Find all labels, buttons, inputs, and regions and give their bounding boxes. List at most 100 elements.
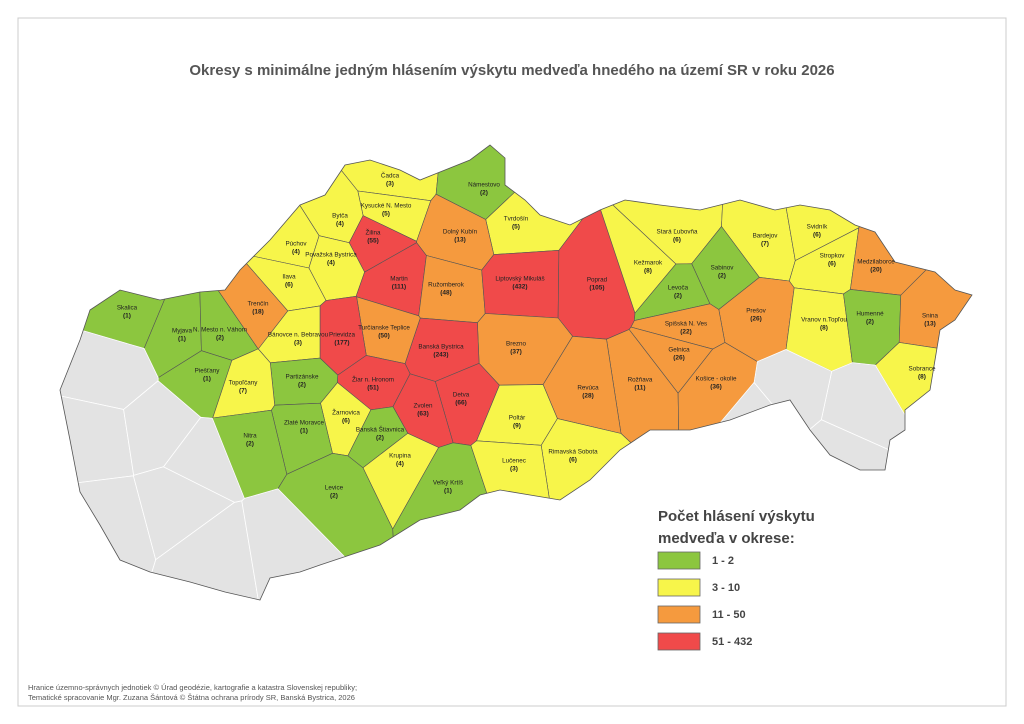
district-count: (36) bbox=[710, 384, 722, 391]
legend-label: 3 - 10 bbox=[712, 582, 740, 594]
district-count: (51) bbox=[367, 385, 379, 392]
district-count: (2) bbox=[866, 319, 874, 326]
district-name: Detva bbox=[453, 392, 470, 399]
district-name: Veľký Krtíš bbox=[433, 480, 463, 487]
district-name: Myjava bbox=[172, 328, 192, 335]
district-name: Rožňava bbox=[628, 377, 653, 384]
district-count: (1) bbox=[300, 428, 308, 435]
district-count: (6) bbox=[828, 261, 836, 268]
district-count: (2) bbox=[216, 335, 224, 342]
map-title: Okresy s minimálne jedným hlásením výsky… bbox=[189, 62, 834, 79]
district-count: (4) bbox=[336, 221, 344, 228]
district-count: (48) bbox=[440, 290, 452, 297]
district-name: Bardejov bbox=[753, 233, 779, 240]
district-count: (105) bbox=[589, 285, 604, 292]
district-count: (7) bbox=[239, 388, 247, 395]
district-count: (20) bbox=[870, 267, 882, 274]
district-name: Dolný Kubín bbox=[443, 229, 478, 236]
district-name: Žilina bbox=[365, 228, 381, 237]
district-count: (11) bbox=[634, 385, 645, 392]
district-name: Krupina bbox=[389, 453, 411, 460]
legend-label: 11 - 50 bbox=[712, 609, 746, 621]
district-name: Považská Bystrica bbox=[305, 252, 357, 259]
district-count: (1) bbox=[178, 336, 186, 343]
district-count: (28) bbox=[582, 393, 594, 400]
district-count: (18) bbox=[252, 309, 264, 316]
district-name: Revúca bbox=[577, 385, 599, 392]
district-name: Piešťany bbox=[195, 368, 221, 375]
district-count: (26) bbox=[673, 355, 685, 362]
district-name: Lučenec bbox=[502, 458, 526, 465]
district-count: (37) bbox=[510, 349, 522, 356]
district-count: (2) bbox=[718, 273, 726, 280]
district-count: (4) bbox=[292, 249, 300, 256]
legend-swatch bbox=[657, 605, 701, 624]
district-count: (2) bbox=[480, 190, 488, 197]
district-name: Kysucké N. Mesto bbox=[361, 203, 412, 210]
district-name: Sobrance bbox=[909, 366, 936, 373]
district-name: Levoča bbox=[668, 285, 689, 292]
district-name: Gelnica bbox=[668, 347, 690, 354]
district-name: Topoľčany bbox=[229, 380, 259, 387]
district-name: Humenné bbox=[856, 311, 884, 318]
district-count: (1) bbox=[203, 376, 211, 383]
district-name: Prešov bbox=[746, 308, 766, 315]
district-name: Levice bbox=[325, 485, 344, 492]
district-count: (8) bbox=[820, 325, 828, 332]
legend-title: medveďa v okrese: bbox=[658, 530, 795, 547]
district-count: (66) bbox=[455, 400, 467, 407]
district-count: (1) bbox=[123, 313, 131, 320]
district-count: (50) bbox=[378, 333, 390, 340]
district-count: (432) bbox=[512, 284, 527, 291]
district-name: Spišská N. Ves bbox=[665, 321, 707, 328]
district-count: (22) bbox=[680, 329, 692, 336]
district-count: (8) bbox=[644, 268, 652, 275]
district-name: Banská Bystrica bbox=[418, 344, 464, 351]
district-name: Ružomberok bbox=[428, 282, 465, 289]
district-labels: Čadca(3) Námestovo(2)Kysucké N. Mesto(5)B… bbox=[117, 171, 939, 500]
district-count: (3) bbox=[386, 181, 394, 188]
district-count: (9) bbox=[513, 423, 521, 430]
district-count: (26) bbox=[750, 316, 762, 323]
district-count: (7) bbox=[761, 241, 769, 248]
district-count: (6) bbox=[813, 232, 821, 239]
district-name: Kežmarok bbox=[634, 260, 663, 267]
district-count: (8) bbox=[918, 374, 926, 381]
district-count: (243) bbox=[433, 352, 448, 359]
district-count: (6) bbox=[285, 282, 293, 289]
district-name: Medzilaborce bbox=[857, 259, 895, 266]
legend-swatch bbox=[657, 578, 701, 597]
district-count: (2) bbox=[376, 435, 384, 442]
district-count: (4) bbox=[396, 461, 404, 468]
district-name: Vranov n.Topľou bbox=[801, 317, 847, 324]
legend-swatch bbox=[657, 551, 701, 570]
district-name: Liptovský Mikuláš bbox=[495, 276, 544, 283]
district-count: (6) bbox=[673, 237, 681, 244]
district-count: (63) bbox=[417, 411, 429, 418]
legend: 1 - 2 3 - 10 11 - 50 51 - 432 bbox=[657, 551, 752, 651]
district-name: Brezno bbox=[506, 341, 526, 348]
district-count: (13) bbox=[924, 321, 936, 328]
district-name: Košice - okolie bbox=[696, 376, 737, 383]
district-name: Svidník bbox=[807, 224, 829, 231]
district-name: Skalica bbox=[117, 305, 138, 312]
district-count: (5) bbox=[382, 211, 390, 218]
district-name: Stará Ľubovňa bbox=[657, 229, 698, 236]
district-name: Turčianske Teplice bbox=[358, 325, 410, 332]
district-name: Sabinov bbox=[711, 265, 735, 272]
district-count: (6) bbox=[342, 418, 350, 425]
district-no-data bbox=[162, 416, 245, 503]
district-name: Bánovce n. Bebravou bbox=[268, 332, 329, 339]
legend-title: Počet hlásení výskytu bbox=[658, 508, 815, 525]
district-name: Trenčín bbox=[247, 301, 269, 308]
credits: Hranice územno-správnych jednotiek © Úra… bbox=[28, 683, 357, 692]
district-name: Púchov bbox=[285, 241, 307, 248]
district-name: Partizánske bbox=[286, 374, 319, 381]
district-name: Rimavská Sobota bbox=[548, 449, 598, 456]
district-count: (1) bbox=[444, 488, 452, 495]
district-count: (2) bbox=[298, 382, 306, 389]
district-count: (3) bbox=[510, 466, 518, 473]
district-name: Nitra bbox=[243, 433, 257, 440]
district-name: Zvolen bbox=[414, 403, 433, 410]
